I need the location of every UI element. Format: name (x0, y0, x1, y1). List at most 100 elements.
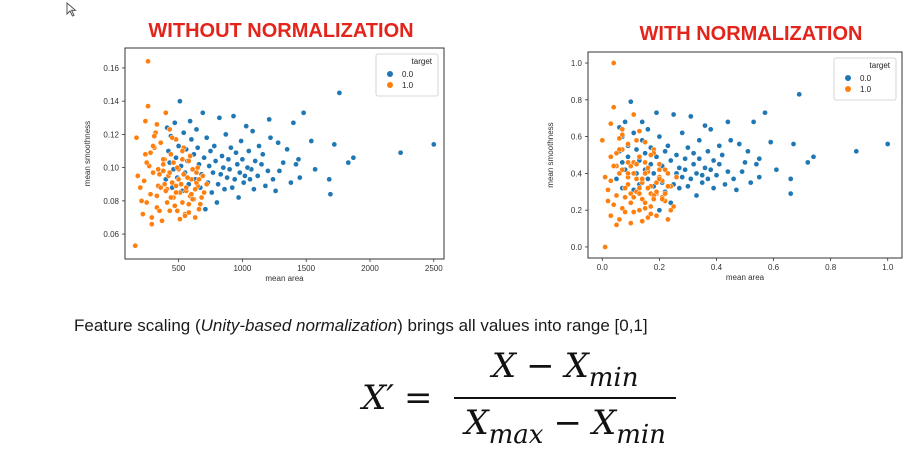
data-point-series-1 (201, 189, 207, 196)
data-point-series-1 (147, 191, 154, 198)
data-point-series-0 (222, 131, 229, 138)
data-point-series-0 (687, 113, 694, 120)
data-point-series-1 (630, 111, 637, 118)
data-point-series-1 (639, 196, 646, 202)
data-point-series-1 (174, 164, 181, 171)
data-point-series-0 (639, 119, 646, 125)
y-tick-label: 0.16 (103, 64, 119, 73)
data-point-series-0 (210, 169, 216, 176)
data-point-series-0 (767, 139, 774, 145)
data-point-series-1 (656, 166, 663, 173)
data-point-series-0 (228, 144, 234, 151)
data-point-series-1 (147, 149, 154, 156)
data-point-series-0 (252, 158, 259, 164)
data-point-series-0 (705, 176, 711, 182)
data-point-series-1 (636, 153, 643, 160)
data-point-series-1 (639, 218, 646, 225)
data-point-series-1 (610, 201, 617, 208)
formula-numerator: X − Xmin (482, 346, 649, 397)
data-point-series-0 (220, 164, 227, 171)
data-point-series-0 (208, 189, 215, 196)
data-point-series-1 (605, 198, 611, 204)
x-tick-label: 2500 (425, 264, 443, 273)
data-point-series-0 (226, 166, 233, 173)
x-tick-label: 2000 (361, 264, 379, 273)
data-point-series-0 (690, 161, 697, 168)
data-point-series-0 (702, 165, 708, 171)
y-tick-label: 0.12 (103, 130, 119, 139)
x-tick-label: 0.0 (597, 263, 609, 272)
data-point-series-1 (162, 188, 169, 194)
data-point-series-1 (639, 176, 646, 182)
data-point-series-0 (296, 174, 303, 181)
data-point-series-0 (725, 168, 731, 175)
data-point-series-1 (160, 156, 167, 163)
data-point-series-1 (159, 217, 165, 224)
data-point-series-0 (673, 152, 680, 158)
data-point-series-0 (762, 109, 768, 116)
data-point-series-0 (713, 172, 720, 179)
data-point-series-1 (625, 159, 631, 166)
data-point-series-1 (605, 187, 611, 193)
data-point-series-0 (727, 137, 734, 144)
data-point-series-1 (166, 207, 173, 214)
data-point-series-1 (137, 184, 144, 191)
data-point-series-1 (627, 220, 634, 226)
data-point-series-1 (613, 150, 620, 157)
data-point-series-1 (178, 181, 184, 188)
data-point-series-1 (613, 222, 620, 228)
data-point-series-1 (647, 211, 654, 217)
data-point-series-0 (719, 152, 726, 158)
data-point-series-1 (142, 151, 149, 158)
data-point-series-1 (196, 176, 202, 183)
data-point-series-0 (214, 199, 220, 206)
data-point-series-1 (177, 216, 183, 222)
formula-num-x: X (491, 346, 517, 386)
data-point-series-1 (189, 166, 196, 173)
data-point-series-0 (430, 141, 437, 148)
data-point-series-0 (633, 146, 640, 153)
data-point-series-0 (687, 176, 694, 182)
data-point-series-0 (696, 137, 703, 144)
caption-before: Feature scaling ( (74, 316, 201, 335)
data-point-series-1 (157, 184, 164, 191)
data-point-series-0 (662, 148, 668, 155)
data-point-series-1 (183, 184, 190, 191)
data-point-series-0 (756, 155, 763, 162)
x-tick-label: 1500 (297, 264, 315, 273)
data-point-series-0 (193, 126, 200, 133)
data-point-series-0 (625, 153, 631, 160)
data-point-series-1 (616, 146, 623, 153)
x-axis-label: mean area (726, 273, 765, 282)
data-point-series-0 (293, 161, 299, 168)
data-point-series-1 (168, 151, 174, 158)
data-point-series-1 (602, 174, 608, 180)
data-point-series-0 (244, 164, 251, 171)
data-point-series-0 (231, 176, 238, 183)
data-point-series-0 (653, 109, 660, 116)
data-point-series-1 (607, 153, 614, 160)
data-point-series-0 (707, 126, 714, 133)
data-point-series-1 (187, 153, 193, 159)
data-point-series-0 (221, 186, 228, 193)
data-point-series-1 (602, 244, 608, 250)
data-point-series-1 (151, 133, 158, 139)
data-point-series-0 (685, 144, 691, 151)
data-point-series-1 (141, 178, 147, 184)
data-point-series-1 (642, 199, 648, 206)
data-point-series-0 (308, 138, 315, 144)
x-tick-label: 0.8 (825, 263, 837, 272)
x-axis-label: mean area (265, 274, 304, 283)
data-point-series-1 (189, 196, 196, 203)
legend-marker-0 (845, 75, 851, 81)
data-point-series-1 (169, 134, 176, 141)
data-point-series-0 (254, 173, 261, 179)
data-point-series-0 (810, 153, 817, 160)
data-point-series-1 (143, 159, 150, 166)
data-point-series-0 (676, 185, 683, 191)
data-point-series-1 (636, 207, 643, 214)
data-point-series-1 (179, 148, 186, 154)
data-point-series-1 (673, 174, 680, 180)
data-point-series-1 (647, 203, 654, 210)
